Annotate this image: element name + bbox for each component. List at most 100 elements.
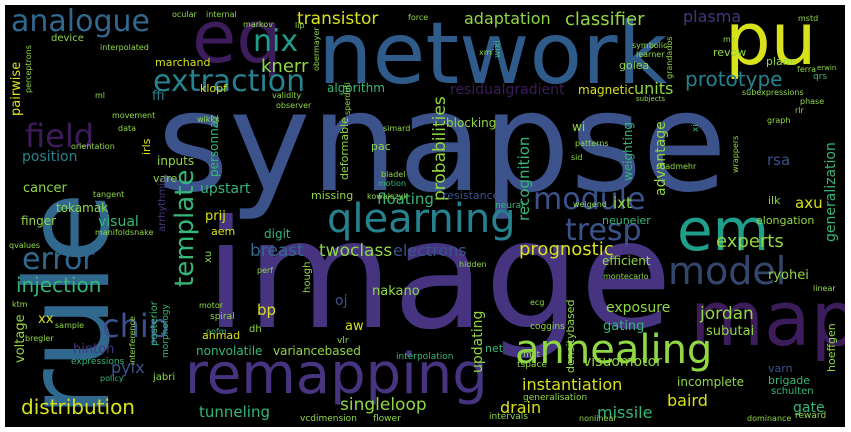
word-singleloop: singleloop bbox=[340, 395, 427, 415]
word-learner: learner bbox=[636, 50, 665, 59]
word-vcdimension: vcdimension bbox=[300, 414, 357, 424]
word-mstd: mstd bbox=[798, 14, 819, 23]
word-tunneling: tunneling bbox=[199, 403, 270, 421]
word-advantage: advantage bbox=[653, 121, 669, 196]
word-interference: interference bbox=[128, 316, 137, 365]
word-deformable: deformable bbox=[338, 117, 351, 180]
word-annealing: annealing bbox=[515, 327, 713, 373]
word-tokamak: tokamak bbox=[56, 201, 109, 215]
word-incomplete: incomplete bbox=[677, 375, 744, 389]
word-neural: neural bbox=[495, 201, 524, 211]
word-qlearning: qlearning bbox=[327, 196, 516, 242]
word-markov: markov bbox=[243, 20, 273, 29]
word-jordan: jordan bbox=[700, 304, 754, 324]
word-qvalues: qvalues bbox=[9, 241, 41, 250]
word-hoeffgen: hoeffgen bbox=[825, 323, 838, 372]
word-cancer: cancer bbox=[23, 181, 67, 196]
word-magnetic: magnetic bbox=[578, 83, 635, 97]
word-template: template bbox=[170, 169, 200, 287]
word-hinton: hinton bbox=[73, 342, 115, 357]
word-arrhythmia: arrhythmia bbox=[157, 176, 168, 232]
word-dominance: dominance bbox=[747, 414, 792, 423]
word-ecg: ecg bbox=[530, 298, 545, 307]
word-ktm: ktm bbox=[12, 300, 28, 309]
word-pac: pac bbox=[371, 140, 391, 153]
word-pairwise: pairwise bbox=[9, 61, 24, 116]
word-wi: wi bbox=[572, 120, 586, 134]
word-image: image bbox=[205, 189, 673, 363]
word-injection: injection bbox=[16, 273, 102, 297]
word-subexpressions: subexpressions bbox=[742, 88, 804, 97]
word-plasma: plasma bbox=[683, 7, 742, 26]
word-position: position bbox=[22, 149, 78, 165]
word-rlr: rlr bbox=[795, 106, 804, 115]
word-granados: grandados bbox=[665, 36, 674, 79]
word-nonlinear: nonlinear bbox=[579, 414, 617, 423]
word-simard: simard bbox=[383, 124, 411, 133]
word-graph: graph bbox=[767, 116, 791, 125]
word-bregler: bregler bbox=[25, 334, 54, 343]
word-visual: visual bbox=[98, 214, 139, 230]
word-shadmehr: shadmehr bbox=[656, 162, 697, 171]
word-distribution: distribution bbox=[21, 395, 135, 419]
word-obermayer: obermayer bbox=[312, 27, 321, 71]
word-motor: motor bbox=[199, 301, 224, 310]
word-breast: breast bbox=[250, 241, 304, 261]
word-interpolated: interpolated bbox=[100, 43, 149, 52]
word-bp: bp bbox=[257, 301, 277, 319]
word-tresp: tresp bbox=[565, 213, 642, 248]
word-qrs: qrs bbox=[813, 72, 828, 82]
word-adaptation: adaptation bbox=[464, 9, 551, 28]
word-classifier: classifier bbox=[565, 9, 645, 30]
word-reward: reward bbox=[795, 411, 827, 421]
word-digit: digit bbox=[264, 227, 291, 241]
word-analogue: analogue bbox=[11, 5, 150, 39]
word-densitybased: densitybased bbox=[564, 299, 577, 373]
word-data: data bbox=[118, 124, 137, 133]
word-prij: prij bbox=[205, 209, 226, 224]
word-bladel: bladel bbox=[381, 170, 406, 179]
word-gate: gate bbox=[793, 400, 825, 416]
word-revow: revow bbox=[713, 46, 747, 59]
word-axu: axu bbox=[795, 194, 823, 212]
word-ordershop: wrappers bbox=[731, 135, 740, 173]
word-subjects: subjects bbox=[636, 95, 666, 103]
word-linear: linear bbox=[813, 284, 836, 293]
word-aw: aw bbox=[345, 319, 364, 334]
word-hidden: hidden bbox=[459, 260, 487, 269]
word-schulten: schulten bbox=[771, 386, 814, 397]
word-nakano: nakano bbox=[372, 284, 420, 299]
word-flower: flower bbox=[373, 414, 401, 424]
word-force: force bbox=[408, 13, 429, 22]
word-upstart: upstart bbox=[200, 181, 251, 197]
word-pylx: pylx bbox=[111, 358, 145, 377]
word-morphology: morphology bbox=[161, 304, 171, 358]
word-jabri: jabri bbox=[153, 372, 176, 383]
word-tspace: tspace bbox=[517, 360, 547, 370]
word-em: em bbox=[677, 196, 770, 264]
word-model: model bbox=[668, 249, 787, 293]
word-wixi: wixi bbox=[493, 40, 503, 58]
word-klopf: klopf bbox=[200, 82, 228, 95]
word-nix: nix bbox=[253, 24, 299, 59]
word-xi: xi bbox=[691, 124, 701, 132]
word-xm: xm bbox=[479, 48, 492, 57]
word-brigade: brigade bbox=[768, 374, 811, 387]
word-vlr: vlr bbox=[337, 336, 349, 346]
word-symbolic: symbolic bbox=[632, 41, 668, 50]
word-sample: sample bbox=[55, 321, 85, 330]
word-ilk: ilk bbox=[768, 194, 781, 207]
word-validity: validity bbox=[272, 91, 302, 100]
word-mst: mst bbox=[523, 350, 540, 360]
word-weighting: weighting bbox=[621, 121, 635, 181]
word-missile: missile bbox=[597, 403, 653, 422]
word-tangent: tangent bbox=[93, 190, 125, 199]
word-lip: lip bbox=[295, 21, 305, 30]
word-units: units bbox=[634, 79, 674, 98]
word-interpolation: interpolation bbox=[396, 352, 454, 362]
word-residualgradient: residualgradient bbox=[450, 82, 565, 98]
word-efficient: efficient bbox=[602, 254, 651, 268]
word-field: field bbox=[25, 117, 95, 155]
word-nofm: nofm bbox=[206, 327, 227, 336]
